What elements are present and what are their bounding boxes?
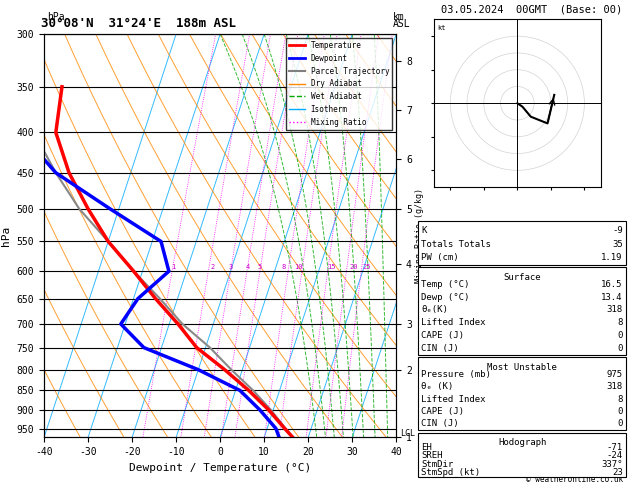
Text: Lifted Index: Lifted Index xyxy=(421,318,486,327)
Text: 5: 5 xyxy=(257,264,261,270)
Text: Hodograph: Hodograph xyxy=(498,438,546,448)
Text: Most Unstable: Most Unstable xyxy=(487,363,557,372)
Text: 318: 318 xyxy=(606,382,623,391)
Text: 35: 35 xyxy=(612,240,623,249)
Text: kt: kt xyxy=(437,24,445,31)
Text: km: km xyxy=(393,12,405,22)
Text: 03.05.2024  00GMT  (Base: 00): 03.05.2024 00GMT (Base: 00) xyxy=(442,5,623,15)
Text: StmDir: StmDir xyxy=(421,460,454,469)
Text: EH: EH xyxy=(421,443,432,452)
Text: © weatheronline.co.uk: © weatheronline.co.uk xyxy=(526,474,623,484)
Text: hPa: hPa xyxy=(47,12,65,22)
Text: Lifted Index: Lifted Index xyxy=(421,395,486,403)
Text: 2: 2 xyxy=(211,264,215,270)
Text: 25: 25 xyxy=(363,264,371,270)
Y-axis label: hPa: hPa xyxy=(1,226,11,246)
Text: Surface: Surface xyxy=(503,273,541,282)
Text: Totals Totals: Totals Totals xyxy=(421,240,491,249)
Text: 3: 3 xyxy=(228,264,233,270)
Text: Temp (°C): Temp (°C) xyxy=(421,280,470,289)
Text: 20: 20 xyxy=(350,264,358,270)
Text: CAPE (J): CAPE (J) xyxy=(421,407,464,416)
Text: 975: 975 xyxy=(606,370,623,379)
Text: 0: 0 xyxy=(617,419,623,428)
Text: 8: 8 xyxy=(617,318,623,327)
Text: 8: 8 xyxy=(281,264,286,270)
Text: 16.5: 16.5 xyxy=(601,280,623,289)
Legend: Temperature, Dewpoint, Parcel Trajectory, Dry Adiabat, Wet Adiabat, Isotherm, Mi: Temperature, Dewpoint, Parcel Trajectory… xyxy=(286,38,392,130)
Text: CIN (J): CIN (J) xyxy=(421,344,459,353)
Text: PW (cm): PW (cm) xyxy=(421,254,459,262)
Text: 1.19: 1.19 xyxy=(601,254,623,262)
Text: StmSpd (kt): StmSpd (kt) xyxy=(421,469,481,478)
Text: -71: -71 xyxy=(606,443,623,452)
Text: -9: -9 xyxy=(612,226,623,235)
X-axis label: Dewpoint / Temperature (°C): Dewpoint / Temperature (°C) xyxy=(129,463,311,473)
Text: ASL: ASL xyxy=(393,19,411,30)
Text: 0: 0 xyxy=(617,407,623,416)
Text: 337°: 337° xyxy=(601,460,623,469)
Text: 0: 0 xyxy=(617,331,623,340)
Text: 23: 23 xyxy=(612,469,623,478)
Text: 4: 4 xyxy=(246,264,250,270)
Text: -24: -24 xyxy=(606,451,623,461)
Text: K: K xyxy=(421,226,427,235)
Text: Dewp (°C): Dewp (°C) xyxy=(421,293,470,302)
Text: θₑ(K): θₑ(K) xyxy=(421,306,448,314)
Text: 8: 8 xyxy=(617,395,623,403)
Text: 10: 10 xyxy=(294,264,303,270)
Text: 0: 0 xyxy=(617,344,623,353)
Text: 318: 318 xyxy=(606,306,623,314)
Text: 1: 1 xyxy=(171,264,175,270)
Text: 30°08'N  31°24'E  188m ASL: 30°08'N 31°24'E 188m ASL xyxy=(41,17,236,30)
Text: LCL: LCL xyxy=(400,429,415,438)
Y-axis label: Mixing Ratio (g/kg): Mixing Ratio (g/kg) xyxy=(415,188,424,283)
Text: θₑ (K): θₑ (K) xyxy=(421,382,454,391)
Text: 13.4: 13.4 xyxy=(601,293,623,302)
Text: CIN (J): CIN (J) xyxy=(421,419,459,428)
Text: Pressure (mb): Pressure (mb) xyxy=(421,370,491,379)
Text: CAPE (J): CAPE (J) xyxy=(421,331,464,340)
Text: 15: 15 xyxy=(328,264,336,270)
Text: SREH: SREH xyxy=(421,451,443,461)
